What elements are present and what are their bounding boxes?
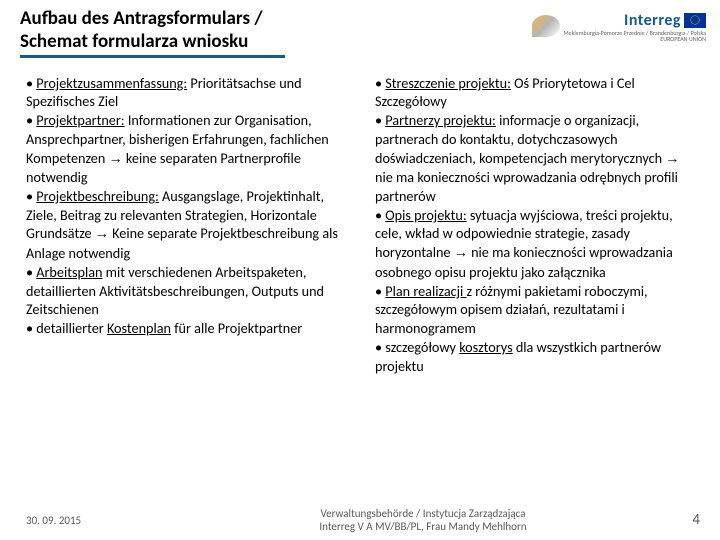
logo-text: Interreg Meklemburgia-Pomorze Przednie /… (564, 11, 706, 42)
arrow-icon: → (454, 245, 468, 261)
right-item-3: • Plan realizacji z różnymi pakietami ro… (375, 282, 700, 338)
title-underline (20, 55, 285, 58)
left-item-4: • detaillierter Kostenplan für alle Proj… (26, 319, 351, 338)
left-item-0: • Projektzusammenfassung: Prioritätsachs… (26, 74, 351, 111)
logo-sub2: EUROPEAN UNION (660, 36, 706, 42)
logo-brand: Interreg (624, 11, 681, 30)
left-item-3: • Arbeitsplan mit verschiedenen Arbeitsp… (26, 263, 351, 319)
right-item-4: • szczegółowy kosztorys dla wszystkich p… (375, 338, 700, 375)
arrow-icon: → (95, 226, 109, 242)
eu-flag-icon (684, 13, 706, 28)
right-item-1: • Partnerzy projektu: informacje o organ… (375, 111, 700, 206)
content-columns: • Projektzusammenfassung: Prioritätsachs… (0, 62, 720, 376)
right-item-0: • Streszczenie projektu: Oś Priorytetowa… (375, 74, 700, 111)
logo-area: Interreg Meklemburgia-Pomorze Przednie /… (526, 6, 706, 46)
footer-center: Verwaltungsbehörde / Instytucja Zarządza… (176, 507, 670, 535)
left-column: • Projektzusammenfassung: Prioritätsachs… (26, 74, 351, 376)
slide-footer: 30. 09. 2015 Verwaltungsbehörde / Instyt… (0, 507, 720, 535)
swirl-icon (532, 15, 560, 37)
slide-header: Aufbau des Antragsformulars / Schemat fo… (0, 0, 720, 62)
left-item-2: • Projektbeschreibung: Ausgangslage, Pro… (26, 187, 351, 263)
right-column: • Streszczenie projektu: Oś Priorytetowa… (375, 74, 700, 376)
arrow-icon: → (109, 151, 123, 167)
left-item-1: • Projektpartner: Informationen zur Orga… (26, 111, 351, 187)
title-line-1: Aufbau des Antragsformulars / (20, 7, 262, 30)
title-line-2: Schemat formularza wniosku (20, 30, 248, 53)
footer-page-number: 4 (670, 511, 700, 529)
arrow-icon: → (665, 151, 679, 167)
right-item-2: • Opis projektu: sytuacja wyjściowa, tre… (375, 206, 700, 282)
footer-date: 30. 09. 2015 (26, 514, 176, 527)
